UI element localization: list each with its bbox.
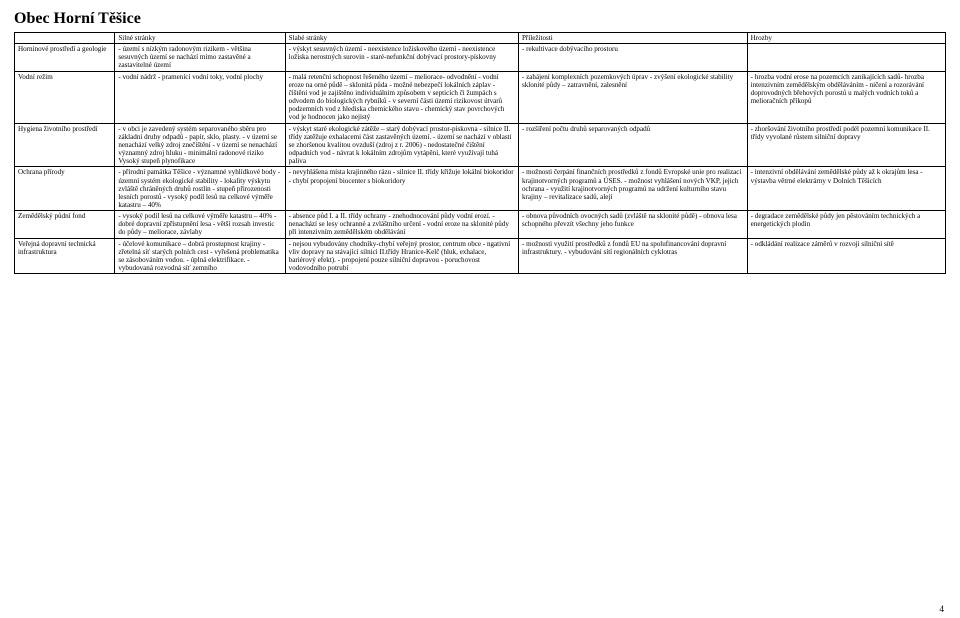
cell: - možnosti využití prostředků z fondů EU… [518,238,747,274]
cell: - výskyt sesuvných území - neexistence l… [285,44,518,71]
cell: - v obci je zavedený systém separovaného… [115,123,285,167]
row-label: Vodní režim [15,71,115,123]
header-slabe: Slabé stránky [285,33,518,44]
header-empty [15,33,115,44]
cell: - malá retenční schopnost řešeného území… [285,71,518,123]
cell: - obnova původních ovocných sadů (zvlášt… [518,211,747,238]
row-label: Horninové prostředí a geologie [15,44,115,71]
table-row: Zemědělský půdní fond - vysoký podíl les… [15,211,946,238]
cell: - území s nízkým radonovým rizikem - vět… [115,44,285,71]
cell: - vodní nádrž - pramenící vodní toky, vo… [115,71,285,123]
table-row: Vodní režim - vodní nádrž - pramenící vo… [15,71,946,123]
table-row: Ochrana přírody - přírodní památka Těšic… [15,167,946,211]
page-title: Obec Horní Těšice [14,10,946,28]
cell: - intenzivní obdělávání zemědělské půdy … [747,167,945,211]
row-label: Veřejná dopravní technická infrastruktur… [15,238,115,274]
page-number: 4 [940,604,945,614]
swot-table: Silné stránky Slabé stránky Příležitosti… [14,32,946,274]
header-prilezitosti: Příležitosti [518,33,747,44]
row-label: Ochrana přírody [15,167,115,211]
row-label: Zemědělský půdní fond [15,211,115,238]
cell: - nevyhlášena místa krajinného rázu - si… [285,167,518,211]
cell: - účelové komunikace – dobrá prostupnost… [115,238,285,274]
cell: - vysoký podíl lesů na celkové výměře ka… [115,211,285,238]
table-row: Veřejná dopravní technická infrastruktur… [15,238,946,274]
cell: - možnosti čerpání finančních prostředků… [518,167,747,211]
cell: - absence půd I. a II. třídy ochrany - z… [285,211,518,238]
cell: - zahájení komplexních pozemkových úprav… [518,71,747,123]
cell [747,44,945,71]
cell: - výskyt staré ekologické zátěže – starý… [285,123,518,167]
table-row: Horninové prostředí a geologie - území s… [15,44,946,71]
header-hrozby: Hrozby [747,33,945,44]
header-silne: Silné stránky [115,33,285,44]
table-header-row: Silné stránky Slabé stránky Příležitosti… [15,33,946,44]
table-row: Hygiena životního prostředí - v obci je … [15,123,946,167]
cell: - rozšíření počtu druhů separovaných odp… [518,123,747,167]
cell: - hrozba vodní erose na pozemcích zanika… [747,71,945,123]
cell: - rekultivace dobývacího prostoru [518,44,747,71]
cell: - nejsou vybudovány chodníky-chybí veřej… [285,238,518,274]
cell: - zhoršování životního prostředí podél p… [747,123,945,167]
row-label: Hygiena životního prostředí [15,123,115,167]
cell: - odkládání realizace záměrů v rozvoji s… [747,238,945,274]
cell: - degradace zemědělské půdy jen pěstován… [747,211,945,238]
cell: - přírodní památka Těšice - významné vyh… [115,167,285,211]
